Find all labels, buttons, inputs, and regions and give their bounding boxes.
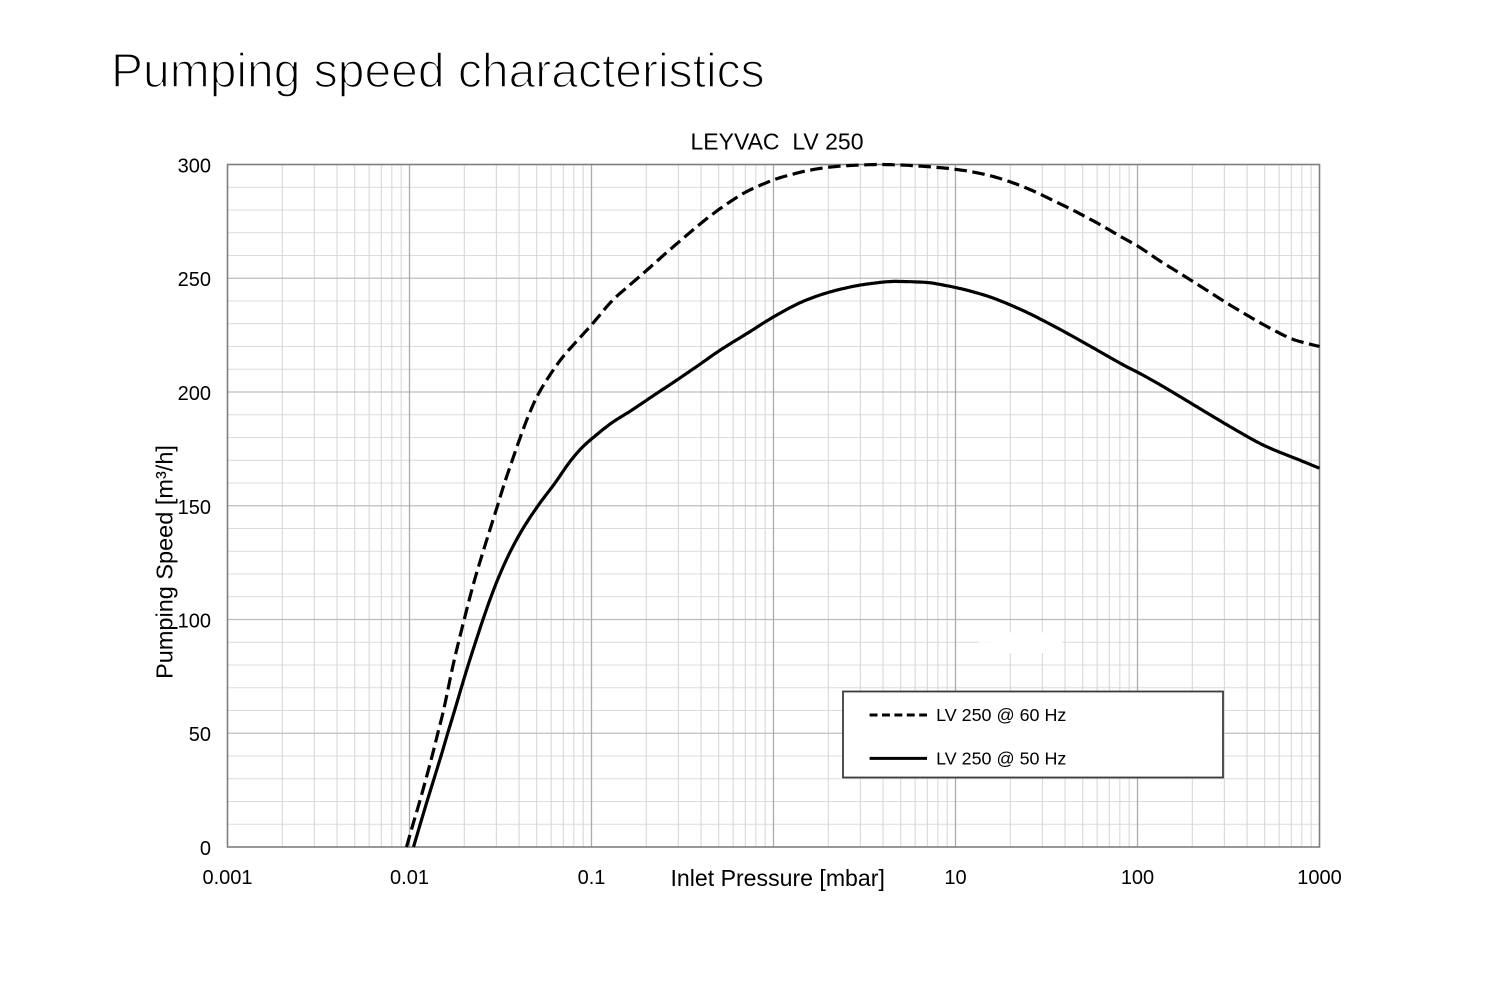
svg-text:Pumping speed characteristics: Pumping speed characteristics (111, 45, 765, 98)
svg-text:LV 250 @ 60 Hz: LV 250 @ 60 Hz (936, 705, 1066, 725)
svg-text:LEYVAC LV 250: LEYVAC LV 250 (690, 128, 863, 154)
svg-text:100: 100 (178, 611, 211, 633)
svg-text:50: 50 (189, 724, 211, 746)
svg-text:300: 300 (178, 156, 211, 178)
svg-text:10: 10 (944, 867, 966, 889)
svg-text:0.01: 0.01 (390, 867, 429, 889)
svg-text:200: 200 (178, 383, 211, 405)
svg-text:LV 250 @ 50 Hz: LV 250 @ 50 Hz (936, 748, 1066, 768)
svg-text:0: 0 (200, 838, 211, 860)
svg-text:1000: 1000 (1297, 867, 1342, 889)
svg-text:0.1: 0.1 (578, 867, 606, 889)
svg-text:250: 250 (178, 269, 211, 291)
svg-text:150: 150 (178, 497, 211, 519)
svg-text:Pumping Speed [m³/h]: Pumping Speed [m³/h] (152, 445, 178, 679)
svg-text:Inlet Pressure [mbar]: Inlet Pressure [mbar] (671, 865, 885, 891)
svg-text:0.001: 0.001 (202, 867, 252, 889)
svg-text:100: 100 (1121, 867, 1154, 889)
